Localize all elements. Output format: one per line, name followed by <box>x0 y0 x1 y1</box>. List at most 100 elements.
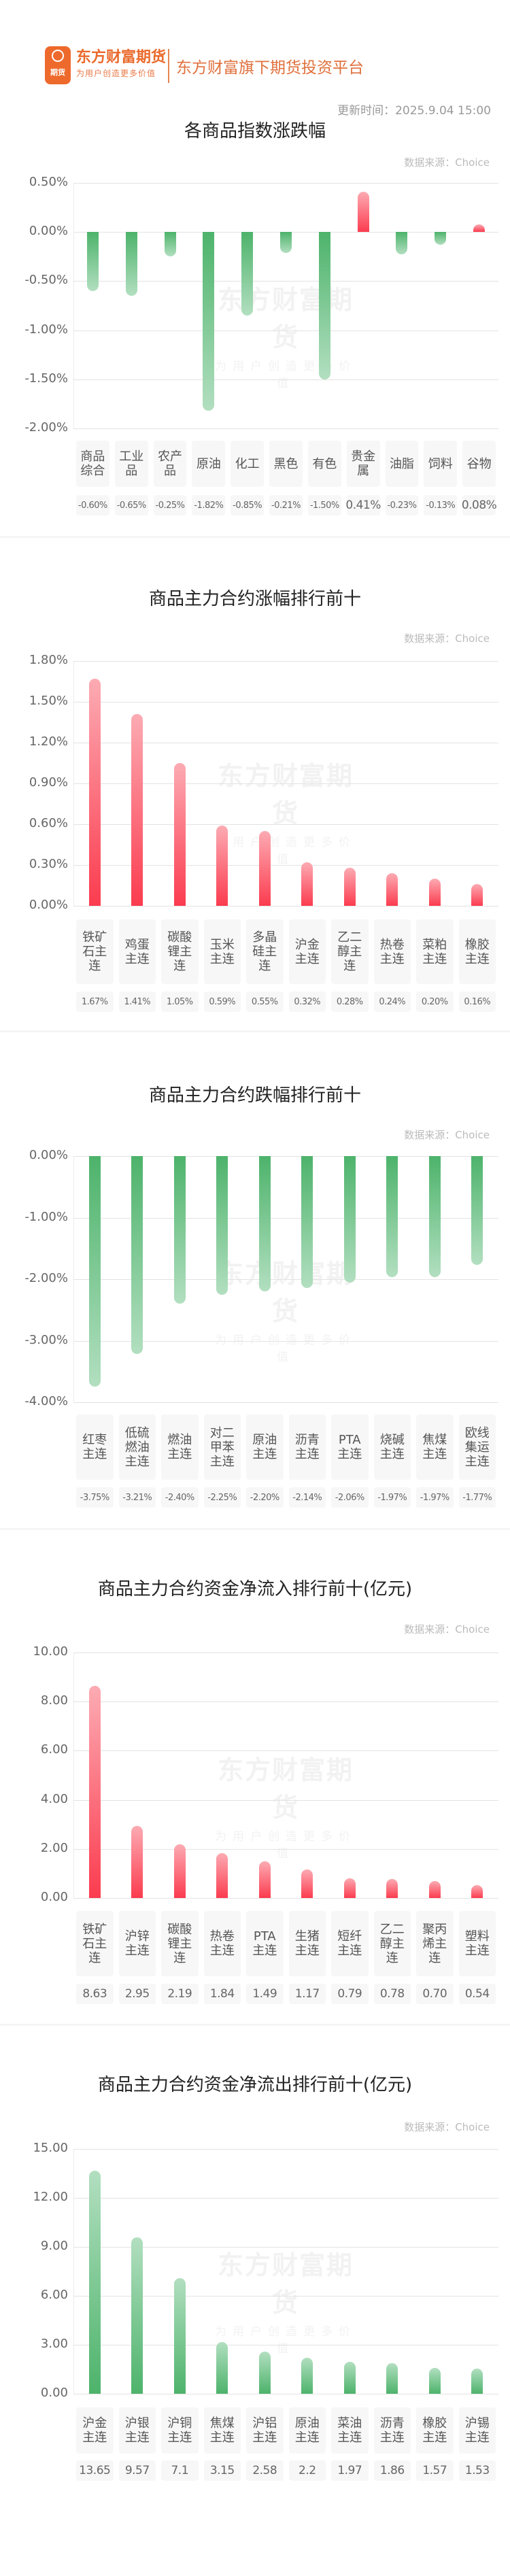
value-label: 0.70 <box>416 1984 454 2004</box>
bar-5[interactable] <box>301 1156 313 1288</box>
bar-8[interactable] <box>428 1156 441 1278</box>
bar-4[interactable] <box>241 232 254 316</box>
bar-7[interactable] <box>386 1156 398 1278</box>
value-label: 0.54 <box>458 1984 496 2004</box>
bar-0[interactable] <box>88 679 101 906</box>
brand-divider <box>168 49 169 83</box>
bar-4[interactable] <box>258 1861 271 1898</box>
bar-1[interactable] <box>131 714 143 906</box>
bar-0[interactable] <box>88 1686 101 1898</box>
bar-6[interactable] <box>318 232 330 379</box>
bar-3[interactable] <box>216 826 228 906</box>
bar-3[interactable] <box>203 232 215 411</box>
bar-5[interactable] <box>280 232 292 253</box>
bar-6[interactable] <box>343 1878 356 1898</box>
category-label: 碳酸锂主连 <box>161 919 199 984</box>
y-tick-label: 0.60% <box>29 816 68 830</box>
bar-3[interactable] <box>216 1852 228 1898</box>
category-label: 谷物 <box>462 441 496 487</box>
bar-9[interactable] <box>471 884 483 906</box>
category-label: 燃油主连 <box>161 1414 199 1480</box>
bar-9[interactable] <box>435 232 447 245</box>
value-label: 7.1 <box>161 2460 199 2481</box>
value-label: 3.15 <box>203 2460 241 2481</box>
value-label: -2.40% <box>161 1487 199 1508</box>
y-tick-label: 2.00 <box>40 1840 68 1855</box>
y-tick-label: 0.00% <box>29 224 68 239</box>
category-label: 多晶硅主连 <box>246 919 284 984</box>
bar-0[interactable] <box>86 232 99 291</box>
bar-7[interactable] <box>357 191 369 233</box>
bar-2[interactable] <box>173 2277 186 2394</box>
bar-7[interactable] <box>386 1878 398 1898</box>
bar-2[interactable] <box>173 1156 186 1304</box>
category-label: 烧碱主连 <box>373 1414 411 1480</box>
watermark-slogan: 为用户创造更多价值 <box>215 1334 356 1364</box>
category-label: 沪金主连 <box>76 2407 114 2454</box>
category-label: 工业品 <box>114 441 148 487</box>
bar-4[interactable] <box>258 1156 271 1292</box>
bar-4[interactable] <box>258 831 271 906</box>
y-tick-label: 0.00% <box>29 1148 68 1162</box>
value-label: 0.28% <box>331 992 369 1012</box>
bar-4[interactable] <box>258 2352 271 2394</box>
category-label: 焦煤主连 <box>416 1414 454 1480</box>
bar-1[interactable] <box>131 1156 143 1354</box>
bar-7[interactable] <box>386 873 398 906</box>
section-divider <box>0 1030 510 1032</box>
bar-2[interactable] <box>164 232 176 257</box>
bar-6[interactable] <box>343 868 356 906</box>
category-label: 生猪主连 <box>288 1911 326 1976</box>
category-label: 油脂 <box>385 441 419 487</box>
bar-7[interactable] <box>386 2363 398 2394</box>
bar-6[interactable] <box>343 1156 356 1283</box>
bar-0[interactable] <box>88 1156 101 1387</box>
bar-1[interactable] <box>131 1825 143 1898</box>
category-label: 对二甲苯主连 <box>203 1414 241 1480</box>
category-label: 乙二醇主连 <box>373 1911 411 1976</box>
bar-3[interactable] <box>216 1156 228 1295</box>
category-label: 原油 <box>192 441 226 487</box>
bar-5[interactable] <box>301 2358 313 2394</box>
logo-text: 期货 <box>50 68 65 77</box>
value-label: -0.21% <box>269 495 303 515</box>
bar-9[interactable] <box>471 1156 483 1266</box>
bar-8[interactable] <box>428 1880 441 1898</box>
value-label: -2.20% <box>246 1487 284 1508</box>
bar-3[interactable] <box>216 2342 228 2394</box>
value-label: 0.24% <box>373 992 411 1012</box>
category-label: 菜油主连 <box>331 2407 369 2454</box>
value-label: -1.50% <box>307 495 341 515</box>
bar-10[interactable] <box>473 224 486 233</box>
value-label: -0.23% <box>385 495 419 515</box>
chart-title: 各商品指数涨跌幅 <box>184 121 326 141</box>
y-tick-label: 9.00 <box>40 2239 68 2253</box>
y-tick-label: 6.00 <box>40 2288 68 2302</box>
bar-9[interactable] <box>471 1884 483 1898</box>
bar-2[interactable] <box>173 763 186 906</box>
bar-8[interactable] <box>428 2368 441 2394</box>
value-label: 9.57 <box>118 2460 156 2481</box>
y-axis-line <box>73 183 74 428</box>
y-tick-label: -1.00% <box>24 322 68 337</box>
value-label: -3.75% <box>76 1487 114 1508</box>
bar-0[interactable] <box>88 2171 101 2394</box>
bar-8[interactable] <box>396 232 408 255</box>
category-label: 黑色 <box>269 441 303 487</box>
bar-1[interactable] <box>131 2237 143 2394</box>
value-label: 1.84 <box>203 1984 241 2004</box>
category-label: 农产品 <box>153 441 187 487</box>
bar-5[interactable] <box>301 1869 313 1898</box>
bar-5[interactable] <box>301 862 313 906</box>
chart-title: 商品主力合约资金净流入排行前十(亿元) <box>97 1579 413 1599</box>
watermark-brand: 东方财富期货 <box>217 761 354 828</box>
category-label: 欧线集运主连 <box>458 1414 496 1480</box>
bar-9[interactable] <box>471 2369 483 2394</box>
watermark-brand: 东方财富期货 <box>217 1259 354 1326</box>
value-label: -0.65% <box>114 495 148 515</box>
gridline <box>73 2198 498 2199</box>
bar-6[interactable] <box>343 2361 356 2394</box>
bar-1[interactable] <box>125 232 137 296</box>
bar-2[interactable] <box>173 1844 186 1898</box>
bar-8[interactable] <box>428 879 441 906</box>
